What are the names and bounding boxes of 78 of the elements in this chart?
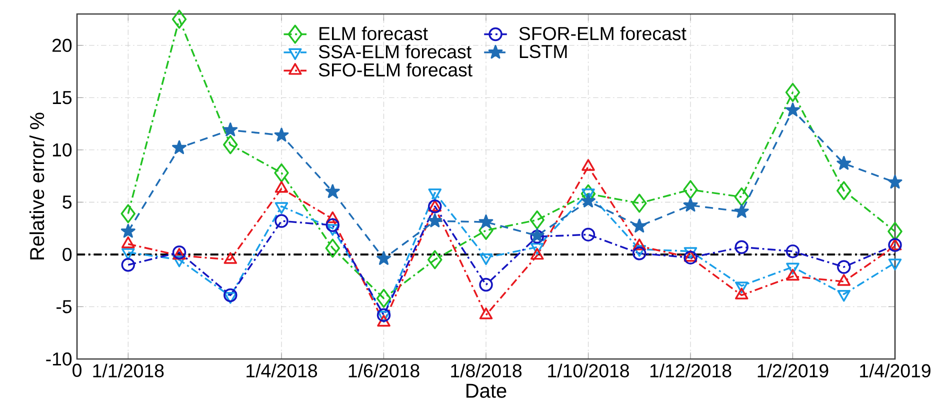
point bbox=[326, 211, 340, 224]
point bbox=[684, 250, 698, 264]
point bbox=[223, 135, 238, 154]
point bbox=[326, 218, 340, 232]
point bbox=[888, 174, 902, 189]
legend-label: LSTM bbox=[520, 44, 567, 58]
x-tick-label: 1/4/2019 bbox=[860, 364, 930, 378]
legend-label: SFOR-ELM forecast bbox=[519, 26, 686, 40]
legend-label: SFO-ELM forecast bbox=[318, 62, 472, 77]
x-tick-label: 1/8/2018 bbox=[451, 364, 522, 378]
point bbox=[734, 288, 748, 300]
y-tick-label: -10 bbox=[46, 352, 72, 366]
x-axis-title: Date bbox=[466, 384, 506, 398]
point bbox=[172, 140, 186, 154]
point bbox=[581, 228, 596, 242]
point bbox=[683, 198, 698, 212]
point bbox=[121, 258, 136, 272]
point bbox=[786, 244, 800, 258]
x-tick-label: 0 bbox=[72, 364, 82, 377]
y-tick-label: 20 bbox=[52, 38, 72, 52]
point bbox=[632, 218, 647, 232]
point bbox=[428, 250, 442, 270]
point bbox=[274, 181, 288, 193]
legend-label: SSA-ELM forecast bbox=[318, 44, 472, 58]
point bbox=[376, 251, 391, 265]
y-tick-label: 15 bbox=[52, 91, 72, 104]
point bbox=[428, 213, 442, 228]
point bbox=[786, 268, 800, 281]
y-tick-label: -5 bbox=[56, 300, 72, 314]
point bbox=[479, 278, 493, 292]
x-tick-label: 1/12/2018 bbox=[650, 364, 732, 378]
point bbox=[172, 245, 186, 260]
point bbox=[224, 288, 238, 302]
point bbox=[785, 82, 800, 102]
point bbox=[274, 214, 288, 228]
point bbox=[684, 250, 698, 262]
point bbox=[683, 180, 698, 200]
point bbox=[734, 187, 749, 206]
point bbox=[734, 240, 748, 254]
point bbox=[582, 159, 595, 171]
point bbox=[224, 252, 238, 264]
point bbox=[530, 248, 544, 260]
point bbox=[479, 308, 493, 320]
x-tick-label: 1/10/2018 bbox=[548, 364, 629, 378]
point bbox=[581, 194, 596, 208]
point bbox=[786, 102, 800, 116]
point bbox=[121, 236, 135, 248]
point bbox=[836, 156, 852, 170]
point bbox=[632, 194, 647, 213]
point bbox=[274, 163, 289, 182]
point bbox=[377, 314, 390, 327]
point bbox=[632, 238, 646, 250]
point bbox=[120, 204, 136, 224]
y-tick-label: 0 bbox=[62, 248, 72, 262]
point bbox=[734, 204, 749, 218]
point bbox=[836, 181, 852, 200]
point bbox=[478, 214, 494, 228]
x-tick-label: 1/1/2018 bbox=[93, 364, 164, 378]
point bbox=[325, 184, 340, 198]
point bbox=[172, 248, 186, 260]
point bbox=[223, 122, 238, 136]
point bbox=[376, 308, 391, 322]
point bbox=[632, 246, 646, 260]
x-tick-label: 1/2/2019 bbox=[758, 364, 828, 378]
point bbox=[837, 274, 851, 286]
point bbox=[172, 10, 187, 29]
y-tick-label: 5 bbox=[62, 196, 72, 209]
point bbox=[376, 288, 392, 308]
point bbox=[120, 224, 136, 238]
y-axis-title: Relative error/ % bbox=[29, 112, 44, 260]
x-tick-label: 1/6/2018 bbox=[348, 364, 420, 378]
legend-label: ELM forecast bbox=[320, 26, 428, 40]
point bbox=[274, 128, 289, 142]
point bbox=[530, 210, 544, 230]
y-tick-label: 10 bbox=[52, 143, 72, 157]
x-tick-label: 1/4/2018 bbox=[246, 364, 318, 378]
point bbox=[325, 238, 340, 258]
point bbox=[837, 260, 851, 274]
